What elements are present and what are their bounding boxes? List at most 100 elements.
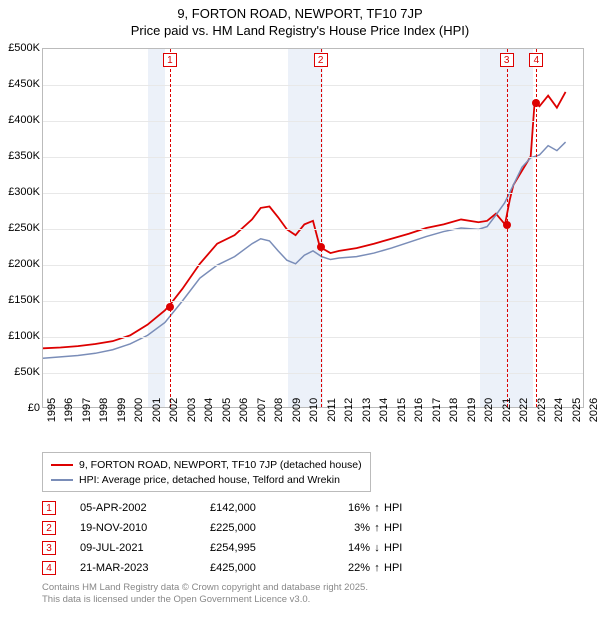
y-tick-label: £400K bbox=[2, 114, 40, 126]
legend-label: HPI: Average price, detached house, Telf… bbox=[79, 474, 340, 486]
sale-date: 09-JUL-2021 bbox=[80, 542, 210, 554]
gridline bbox=[43, 121, 583, 122]
x-tick-label: 2015 bbox=[396, 398, 408, 422]
sales-table-row: 3 09-JUL-2021£254,99514%↓HPI bbox=[42, 538, 414, 558]
y-tick-label: £450K bbox=[2, 78, 40, 90]
sale-flag-icon: 1 bbox=[42, 501, 56, 515]
x-tick-label: 2026 bbox=[588, 398, 600, 422]
x-tick-label: 2022 bbox=[518, 398, 530, 422]
sale-flag: 2 bbox=[314, 53, 328, 67]
x-tick-label: 2023 bbox=[536, 398, 548, 422]
sale-pct: 14% bbox=[330, 542, 370, 554]
sales-table-row: 1 05-APR-2002£142,00016%↑HPI bbox=[42, 498, 414, 518]
x-tick-label: 2013 bbox=[361, 398, 373, 422]
legend-swatch bbox=[51, 464, 73, 466]
y-tick-label: £300K bbox=[2, 186, 40, 198]
sale-date: 19-NOV-2010 bbox=[80, 522, 210, 534]
series-hpi bbox=[43, 142, 566, 358]
sale-rel: HPI bbox=[384, 522, 414, 534]
legend-item-price-paid: 9, FORTON ROAD, NEWPORT, TF10 7JP (detac… bbox=[51, 457, 362, 472]
gridline bbox=[43, 85, 583, 86]
x-tick-label: 2018 bbox=[448, 398, 460, 422]
y-tick-label: £200K bbox=[2, 258, 40, 270]
sale-dot bbox=[166, 303, 174, 311]
x-tick-label: 1999 bbox=[116, 398, 128, 422]
x-tick-label: 2005 bbox=[221, 398, 233, 422]
legend-item-hpi: HPI: Average price, detached house, Telf… bbox=[51, 472, 362, 487]
x-tick-label: 2011 bbox=[326, 398, 338, 422]
footer-line1: Contains HM Land Registry data © Crown c… bbox=[42, 582, 368, 594]
x-tick-label: 2006 bbox=[238, 398, 250, 422]
y-tick-label: £50K bbox=[2, 366, 40, 378]
gridline bbox=[43, 157, 583, 158]
sale-pct: 16% bbox=[330, 502, 370, 514]
legend: 9, FORTON ROAD, NEWPORT, TF10 7JP (detac… bbox=[42, 452, 371, 492]
x-tick-label: 2000 bbox=[133, 398, 145, 422]
x-tick-label: 2004 bbox=[203, 398, 215, 422]
sale-price: £254,995 bbox=[210, 542, 330, 554]
sales-table-row: 2 19-NOV-2010£225,0003%↑HPI bbox=[42, 518, 414, 538]
sale-date: 21-MAR-2023 bbox=[80, 562, 210, 574]
sales-table-row: 421-MAR-2023£425,00022%↑HPI bbox=[42, 558, 414, 578]
legend-label: 9, FORTON ROAD, NEWPORT, TF10 7JP (detac… bbox=[79, 459, 362, 471]
gridline bbox=[43, 265, 583, 266]
sale-date: 05-APR-2002 bbox=[80, 502, 210, 514]
sale-flag-icon: 3 bbox=[42, 541, 56, 555]
x-tick-label: 2008 bbox=[273, 398, 285, 422]
chart-plot-area: 1234 bbox=[42, 48, 584, 408]
sale-rel: HPI bbox=[384, 502, 414, 514]
sale-line bbox=[321, 49, 322, 407]
sale-dot bbox=[532, 99, 540, 107]
chart-title-subtitle: Price paid vs. HM Land Registry's House … bbox=[0, 23, 600, 38]
sale-price: £225,000 bbox=[210, 522, 330, 534]
arrow-up-icon: ↑ bbox=[370, 522, 384, 534]
footer-attribution: Contains HM Land Registry data © Crown c… bbox=[42, 582, 368, 606]
y-tick-label: £150K bbox=[2, 294, 40, 306]
y-tick-label: £0 bbox=[2, 402, 40, 414]
x-tick-label: 2009 bbox=[291, 398, 303, 422]
x-tick-label: 2024 bbox=[553, 398, 565, 422]
x-tick-label: 2010 bbox=[308, 398, 320, 422]
sale-flag-icon: 4 bbox=[42, 561, 56, 575]
sale-line bbox=[170, 49, 171, 407]
arrow-up-icon: ↑ bbox=[370, 502, 384, 514]
x-tick-label: 2025 bbox=[571, 398, 583, 422]
chart-lines-svg bbox=[43, 49, 583, 407]
x-tick-label: 2021 bbox=[501, 398, 513, 422]
x-tick-label: 2014 bbox=[378, 398, 390, 422]
x-tick-label: 2017 bbox=[431, 398, 443, 422]
x-tick-label: 2003 bbox=[186, 398, 198, 422]
x-tick-label: 1998 bbox=[98, 398, 110, 422]
y-tick-label: £100K bbox=[2, 330, 40, 342]
arrow-down-icon: ↓ bbox=[370, 542, 384, 554]
sale-price: £142,000 bbox=[210, 502, 330, 514]
x-tick-label: 2012 bbox=[343, 398, 355, 422]
y-tick-label: £350K bbox=[2, 150, 40, 162]
footer-line2: This data is licensed under the Open Gov… bbox=[42, 594, 368, 606]
sale-dot bbox=[503, 221, 511, 229]
x-tick-label: 1997 bbox=[81, 398, 93, 422]
x-tick-label: 2016 bbox=[413, 398, 425, 422]
series-price_paid bbox=[43, 92, 566, 348]
sale-rel: HPI bbox=[384, 562, 414, 574]
sale-flag-icon: 2 bbox=[42, 521, 56, 535]
gridline bbox=[43, 301, 583, 302]
x-tick-label: 1996 bbox=[63, 398, 75, 422]
sale-pct: 22% bbox=[330, 562, 370, 574]
x-tick-label: 2007 bbox=[256, 398, 268, 422]
sale-rel: HPI bbox=[384, 542, 414, 554]
chart-title-address: 9, FORTON ROAD, NEWPORT, TF10 7JP bbox=[0, 6, 600, 21]
sale-flag: 4 bbox=[529, 53, 543, 67]
x-tick-label: 2002 bbox=[168, 398, 180, 422]
legend-swatch bbox=[51, 479, 73, 481]
sale-dot bbox=[317, 243, 325, 251]
x-tick-label: 2020 bbox=[483, 398, 495, 422]
sale-flag: 3 bbox=[500, 53, 514, 67]
x-tick-label: 2001 bbox=[151, 398, 163, 422]
gridline bbox=[43, 229, 583, 230]
x-tick-label: 1995 bbox=[46, 398, 58, 422]
y-tick-label: £250K bbox=[2, 222, 40, 234]
gridline bbox=[43, 193, 583, 194]
sale-pct: 3% bbox=[330, 522, 370, 534]
gridline bbox=[43, 337, 583, 338]
